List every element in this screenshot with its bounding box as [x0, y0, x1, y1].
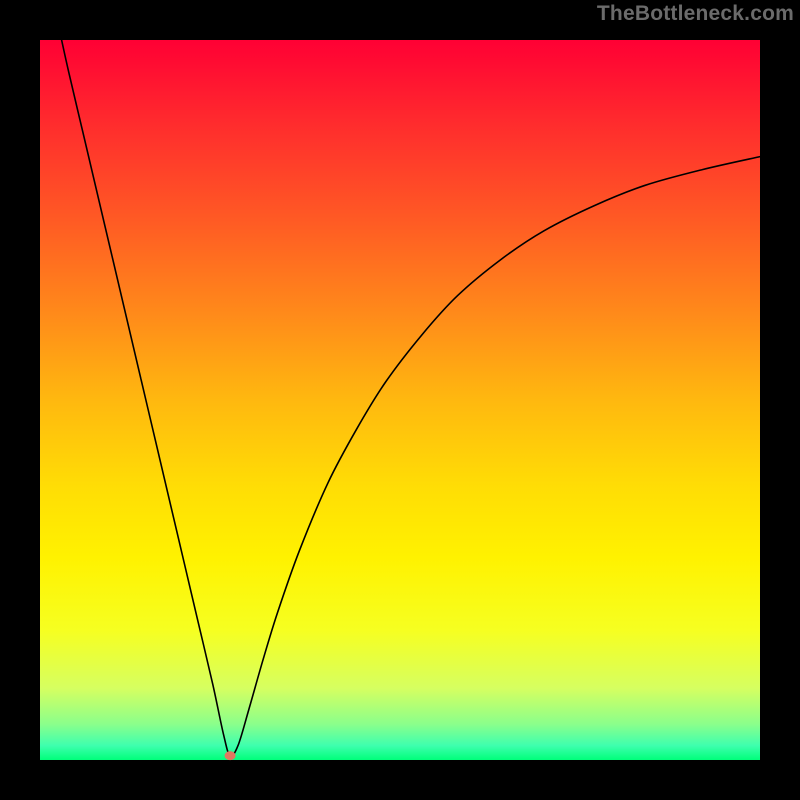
optimum-marker [225, 752, 235, 760]
plot-background [40, 40, 760, 760]
watermark-text: TheBottleneck.com [597, 2, 794, 26]
bottleneck-chart [0, 0, 800, 800]
stage: TheBottleneck.com [0, 0, 800, 800]
